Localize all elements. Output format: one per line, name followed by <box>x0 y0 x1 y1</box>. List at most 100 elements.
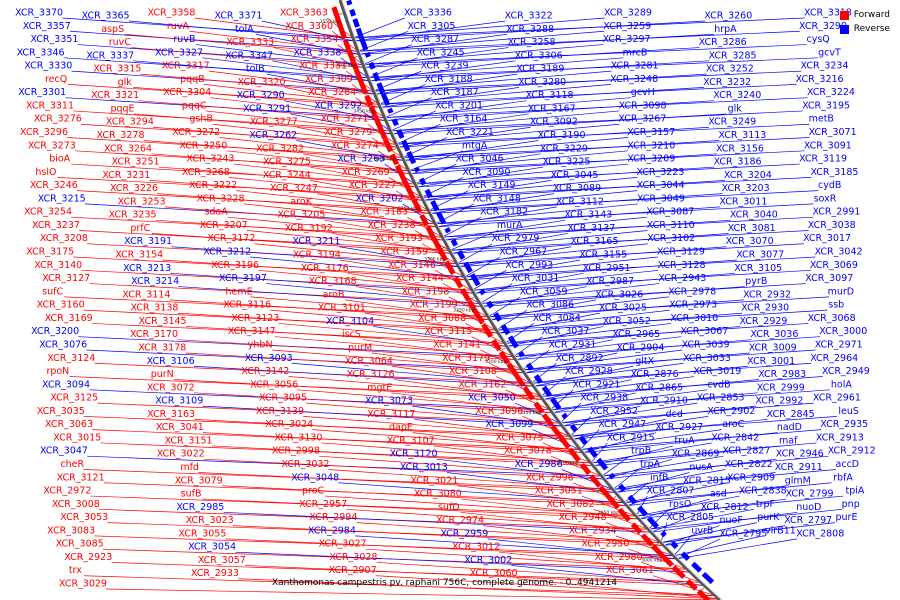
reverse-gene <box>646 516 660 529</box>
forward-gene <box>518 380 526 388</box>
leader-line <box>550 389 830 411</box>
gene-label-left: XCR_3311 <box>26 100 74 111</box>
gene-label-right: XCR_3098 <box>619 100 667 111</box>
gene-label-left: XCR_3290 <box>237 90 285 101</box>
leader-line <box>479 283 807 304</box>
leader-line <box>550 389 574 411</box>
gene-label-left: XCR_3191 <box>124 236 172 247</box>
leader-line <box>170 272 474 294</box>
gene-label-left: sdaA <box>204 207 228 218</box>
leader-line <box>456 243 493 265</box>
leader-line <box>376 562 701 583</box>
leader-line <box>290 113 392 135</box>
forward-gene <box>485 329 494 338</box>
reverse-gene <box>550 397 562 411</box>
gene-label-left: XCR_3254 <box>24 207 72 218</box>
gene-label-left: mfd <box>180 462 199 473</box>
leader-line <box>414 419 573 440</box>
gene-label-right: purK <box>757 512 780 523</box>
gene-label-right: virB11 <box>765 525 796 536</box>
gene-label-left: XCR_3079 <box>175 475 223 486</box>
leader-line <box>516 578 719 600</box>
forward-gene <box>454 278 464 289</box>
gene-label-left: XCR_3121 <box>57 472 105 483</box>
gene-label-right: XCR_3090 <box>462 167 510 178</box>
gene-label-left: XCR_3168 <box>309 276 357 287</box>
leader-line <box>380 87 705 108</box>
gene-label-right: XCR_2827 <box>722 446 770 457</box>
reverse-gene <box>479 288 486 296</box>
gene-label-right: XCR_3038 <box>808 220 856 231</box>
gene-label-left: aspS <box>101 24 124 35</box>
leader-line <box>396 123 810 145</box>
forward-gene <box>535 404 545 414</box>
leader-line <box>429 193 723 214</box>
gene-label-left: XCR_3082 <box>547 499 595 510</box>
leader-line <box>203 458 605 480</box>
leader-line <box>151 233 452 254</box>
gene-label-right: XCR_3322 <box>505 11 553 22</box>
leader-line <box>473 272 736 294</box>
gene-label-left: XCR_3202 <box>356 193 404 204</box>
leader-line <box>442 216 482 238</box>
forward-gene <box>527 392 535 401</box>
leader-line <box>465 323 505 344</box>
gene-label-right: ssb <box>828 300 844 311</box>
leader-line <box>254 243 457 265</box>
leader-line <box>460 498 639 520</box>
gene-label-left: XCR_3226 <box>110 183 158 194</box>
gene-label-right: dcd <box>666 409 683 420</box>
leader-line <box>466 259 738 281</box>
leader-line <box>364 312 499 334</box>
gene-label-left: XCR_3211 <box>292 236 340 247</box>
leader-line <box>391 113 529 135</box>
leader-line <box>572 482 625 504</box>
forward-swatch <box>839 10 849 20</box>
leader-line <box>410 153 717 175</box>
leader-line <box>194 419 573 440</box>
gene-label-left: sufD <box>438 502 460 513</box>
leader-line <box>278 323 505 344</box>
gene-label-left: XCR_2986 <box>515 459 563 470</box>
leader-line <box>208 70 374 92</box>
reverse-gene <box>541 385 552 398</box>
leader-line <box>385 100 715 122</box>
forward-gene <box>396 166 406 179</box>
gene-label-right: XCR_3221 <box>446 127 494 138</box>
leader-line <box>274 336 514 358</box>
gene-label-right: XCR_2961 <box>813 393 861 404</box>
gene-label-right: XCR_3017 <box>803 233 851 244</box>
leader-line <box>479 283 513 304</box>
gene-label-left: XCR_3041 <box>156 422 204 433</box>
gene-label-left: XCR_3027 <box>319 539 367 550</box>
gene-label-left: XCR_2950 <box>581 539 629 550</box>
gene-label-right: XCR_2992 <box>755 396 803 407</box>
reverse-gene <box>368 61 376 70</box>
leader-line <box>570 416 709 437</box>
leader-line <box>560 402 814 424</box>
tick-mark <box>441 246 446 250</box>
gene-label-left: gshB <box>189 114 213 125</box>
gene-label-left: XCR_3075 <box>496 432 544 443</box>
leader-line <box>443 219 566 241</box>
gene-label-right: XCR_3091 <box>804 140 852 151</box>
gene-label-right: XCR_3224 <box>807 87 855 98</box>
gene-label-left: XCR_3032 <box>281 459 329 470</box>
leader-line <box>133 87 381 108</box>
genome-backbone-highlight <box>341 0 723 600</box>
gene-label-left: XCR_3215 <box>38 193 86 204</box>
leader-line <box>458 246 727 268</box>
gene-label-left: XCR_3053 <box>60 512 108 523</box>
leader-line <box>233 163 416 185</box>
gene-label-left: XCR_3095 <box>259 393 307 404</box>
gene-label-right: nuoD <box>796 502 821 513</box>
gene-label-right: XCR_2913 <box>816 432 864 443</box>
leader-line <box>605 522 661 543</box>
gene-label-left: ruvC <box>109 37 132 48</box>
forward-gene <box>508 364 520 379</box>
reverse-gene <box>507 335 519 349</box>
leader-line <box>402 137 629 158</box>
gene-label-right: XCR_3189 <box>516 64 564 75</box>
forward-gene <box>432 239 444 253</box>
forward-gene <box>461 290 472 302</box>
